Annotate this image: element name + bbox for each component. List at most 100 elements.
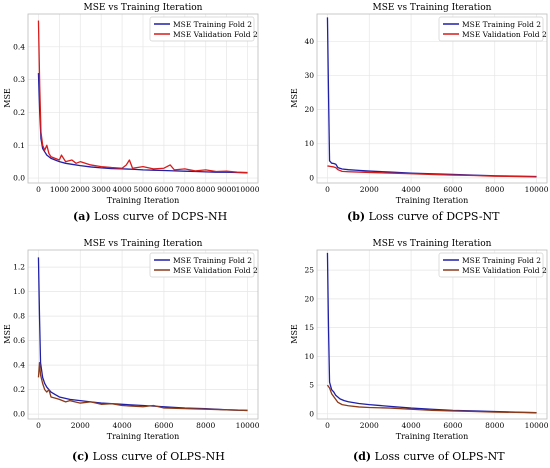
chart-b-xlabel: Training Iteration bbox=[396, 196, 468, 205]
chart-d-yticks: 0 5 10 15 20 25 bbox=[304, 266, 314, 419]
x-tick-label: 4000 bbox=[113, 185, 132, 194]
caption-a-text: Loss curve of DCPS-NH bbox=[94, 210, 228, 223]
series-line-training bbox=[37, 257, 248, 412]
caption-c: (c) Loss curve of OLPS-NH bbox=[72, 450, 225, 463]
chart-d-legend-box bbox=[438, 252, 544, 278]
caption-a: (a) Loss curve of DCPS-NH bbox=[73, 210, 227, 223]
x-tick-label: 6000 bbox=[154, 185, 173, 194]
chart-b-svg: MSE vs Training Iteration 0 10 20 30 40 0 200… bbox=[290, 3, 549, 205]
x-tick-label: 0 bbox=[36, 185, 41, 194]
caption-c-label: (c) bbox=[72, 450, 90, 463]
chart-c-xticks: 0 2000 4000 6000 8000 10000 bbox=[36, 421, 260, 430]
x-tick-label: 0 bbox=[325, 421, 330, 430]
chart-a-yticks: 0.0 0.1 0.2 0.3 0.4 bbox=[13, 42, 25, 182]
caption-d: (d) Loss curve of OLPS-NT bbox=[353, 450, 505, 463]
chart-d-legend: MSE Training Fold 2 MSE Validation Fold … bbox=[438, 252, 547, 278]
series-line-training bbox=[37, 73, 248, 174]
chart-c-legend-train: MSE Training Fold 2 bbox=[173, 256, 252, 265]
y-tick-label: 0.8 bbox=[13, 312, 25, 321]
caption-a-label: (a) bbox=[73, 210, 91, 223]
y-tick-label: 30 bbox=[304, 71, 314, 80]
x-tick-label: 8000 bbox=[485, 421, 504, 430]
chart-d-legend-val: MSE Validation Fold 2 bbox=[462, 266, 547, 275]
chart-c-legend: MSE Training Fold 2 MSE Validation Fold … bbox=[149, 252, 258, 278]
x-tick-label: 2000 bbox=[71, 421, 90, 430]
chart-d-legend-train: MSE Training Fold 2 bbox=[462, 256, 541, 265]
chart-d-lines bbox=[326, 252, 537, 414]
chart-c-legend-val: MSE Validation Fold 2 bbox=[173, 266, 258, 275]
x-tick-label: 7000 bbox=[175, 185, 194, 194]
x-tick-label: 10000 bbox=[236, 421, 260, 430]
chart-b-title: MSE vs Training Iteration bbox=[373, 3, 492, 13]
y-tick-label: 0.1 bbox=[13, 141, 25, 150]
chart-panel-c: MSE vs Training Iteration 0.0 0.2 0.4 0.6 0.… bbox=[0, 236, 275, 442]
chart-b-yticks: 0 10 20 30 40 bbox=[304, 37, 314, 183]
y-tick-label: 20 bbox=[304, 294, 314, 303]
y-tick-label: 0.0 bbox=[13, 174, 25, 183]
chart-b-ylabel: MSE bbox=[290, 88, 299, 108]
chart-a-title: MSE vs Training Iteration bbox=[84, 3, 203, 13]
caption-d-label: (d) bbox=[353, 450, 372, 463]
y-tick-label: 25 bbox=[304, 266, 314, 275]
caption-d-text: Loss curve of OLPS-NT bbox=[374, 450, 505, 463]
y-tick-label: 40 bbox=[304, 37, 314, 46]
chart-b-legend-box bbox=[438, 16, 544, 42]
chart-d-ylabel: MSE bbox=[290, 324, 299, 344]
chart-a-svg: MSE vs Training Iteration 0.00.10.20.30.… bbox=[3, 3, 260, 205]
x-tick-label: 4000 bbox=[402, 421, 421, 430]
chart-a-legend: MSE Training Fold 2 MSE Validation Fold … bbox=[149, 16, 258, 42]
x-tick-label: 9000 bbox=[217, 185, 236, 194]
y-tick-label: 0.2 bbox=[13, 108, 25, 117]
caption-b: (b) Loss curve of DCPS-NT bbox=[347, 210, 500, 223]
chart-a-frame bbox=[27, 13, 259, 184]
y-tick-label: 0 bbox=[309, 173, 314, 182]
chart-d-xlabel: Training Iteration bbox=[396, 432, 468, 441]
chart-b-legend: MSE Training Fold 2 MSE Validation Fold … bbox=[438, 16, 547, 42]
chart-c-svg: MSE vs Training Iteration 0.00.20.40.60.… bbox=[3, 239, 260, 441]
chart-c-legend-box bbox=[149, 252, 255, 278]
series-line-validation bbox=[37, 20, 248, 174]
chart-c-xlabel: Training Iteration bbox=[107, 432, 179, 441]
x-tick-label: 2000 bbox=[71, 185, 90, 194]
x-tick-label: 8000 bbox=[196, 185, 215, 194]
chart-a-legend-val: MSE Validation Fold 2 bbox=[173, 30, 258, 39]
caption-b-label: (b) bbox=[347, 210, 366, 223]
chart-a-legend-box bbox=[149, 16, 255, 42]
chart-d-svg: MSE vs Training Iteration 0 5 10 15 20 25 0 20… bbox=[290, 239, 549, 441]
chart-d-title: MSE vs Training Iteration bbox=[373, 239, 492, 249]
chart-b-frame bbox=[316, 13, 548, 184]
chart-c-lines bbox=[37, 257, 248, 412]
chart-a-lines bbox=[37, 20, 248, 174]
chart-c-yticks: 0.0 0.2 0.4 0.6 0.8 1.0 1.2 bbox=[13, 263, 25, 419]
y-tick-label: 1.0 bbox=[13, 287, 25, 296]
y-tick-label: 0.0 bbox=[13, 410, 25, 419]
y-tick-label: 1.2 bbox=[13, 263, 25, 272]
chart-c-frame bbox=[27, 249, 259, 420]
x-tick-label: 2000 bbox=[360, 421, 379, 430]
chart-a-ylabel: MSE bbox=[3, 88, 12, 108]
chart-d-xticks: 0 2000 4000 6000 8000 10000 bbox=[325, 421, 549, 430]
y-tick-label: 0.4 bbox=[13, 42, 25, 51]
x-tick-label: 0 bbox=[325, 185, 330, 194]
chart-a-xlabel: Training Iteration bbox=[107, 196, 179, 205]
x-tick-label: 0 bbox=[36, 421, 41, 430]
chart-d-frame bbox=[316, 249, 548, 420]
x-tick-label: 6000 bbox=[443, 421, 462, 430]
series-line-validation bbox=[327, 165, 537, 178]
chart-a-legend-train: MSE Training Fold 2 bbox=[173, 20, 252, 29]
y-tick-label: 0.3 bbox=[13, 75, 25, 84]
x-tick-label: 4000 bbox=[113, 421, 132, 430]
y-tick-label: 20 bbox=[304, 105, 314, 114]
x-tick-label: 8000 bbox=[485, 185, 504, 194]
chart-c-ylabel: MSE bbox=[3, 324, 12, 344]
x-tick-label: 10000 bbox=[525, 185, 549, 194]
x-tick-label: 6000 bbox=[443, 185, 462, 194]
chart-panel-a: MSE vs Training Iteration 0.0 0.1 0.2 0.3 0.… bbox=[0, 0, 275, 206]
y-tick-label: 0 bbox=[309, 409, 314, 418]
x-tick-label: 6000 bbox=[154, 421, 173, 430]
chart-panel-d: MSE vs Training Iteration 0 5 10 15 20 25 0 20… bbox=[275, 236, 550, 442]
caption-b-text: Loss curve of DCPS-NT bbox=[368, 210, 500, 223]
x-tick-label: 1000 bbox=[50, 185, 69, 194]
y-tick-label: 10 bbox=[304, 352, 314, 361]
